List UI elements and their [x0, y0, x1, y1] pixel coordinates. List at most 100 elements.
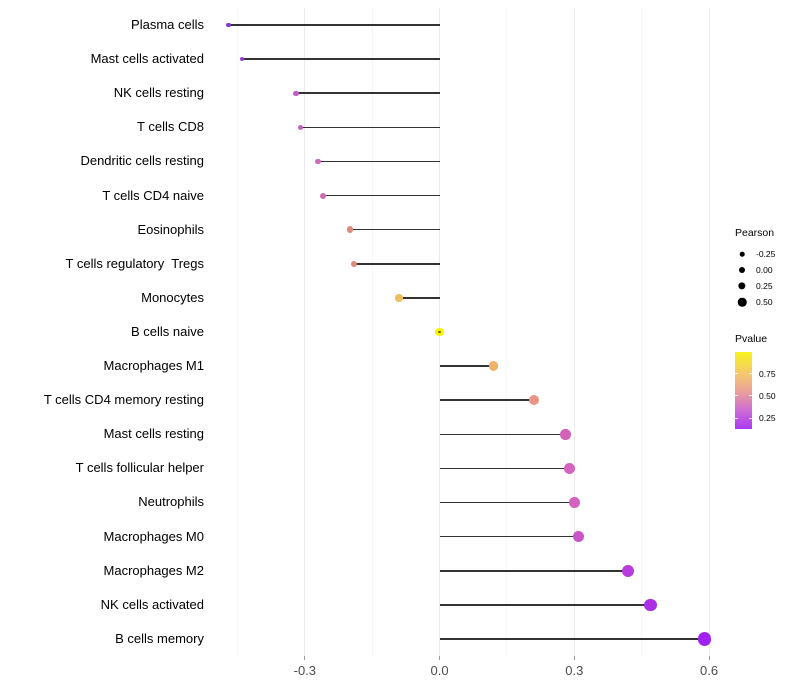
major-gridline [304, 8, 306, 656]
data-point [297, 124, 304, 131]
colorbar-tick [749, 417, 752, 419]
stem-line [349, 228, 440, 231]
size-legend-dot-box [735, 279, 749, 293]
x-axis-tick [573, 656, 575, 660]
size-legend-label: -0.25 [756, 249, 776, 259]
data-point [568, 497, 580, 508]
stem-line [399, 297, 440, 299]
category-label: NK cells activated [100, 596, 204, 612]
stem-line [439, 501, 575, 504]
category-label: Macrophages M0 [103, 528, 204, 544]
category-label: NK cells resting [113, 85, 204, 101]
data-point [239, 56, 245, 62]
size-legend-entry: 0.50 [735, 294, 799, 310]
size-legend: -0.25 0.00 0.25 0.50 [735, 246, 799, 310]
pvalue-colorbar: 0.75 0.50 0.25 [735, 352, 792, 429]
data-point [622, 564, 635, 577]
stem-line [439, 433, 566, 436]
x-axis-tick [439, 656, 441, 660]
size-legend-dot [737, 297, 747, 307]
category-label: B cells naive [131, 323, 204, 339]
minor-gridline [236, 8, 238, 656]
stem-line [439, 569, 629, 572]
stem-line [354, 262, 440, 265]
colorbar-tick [735, 417, 738, 419]
category-label: Monocytes [141, 289, 204, 305]
colorbar-tick [749, 373, 752, 375]
colorbar-tick-label: 0.75 [759, 368, 776, 379]
data-point [564, 463, 576, 474]
data-point [573, 531, 585, 543]
stem-line [439, 535, 579, 538]
minor-gridline [506, 8, 508, 656]
data-point [559, 428, 571, 440]
category-label: T cells regulatory Tregs [65, 255, 204, 271]
stem-line [300, 126, 440, 129]
category-label: T cells CD4 naive [102, 187, 204, 203]
x-tick-label: -0.3 [293, 663, 317, 678]
size-legend-label: 0.25 [756, 281, 773, 291]
size-legend-entry: 0.25 [735, 278, 799, 294]
minor-gridline [641, 8, 643, 656]
major-gridline [573, 8, 575, 656]
category-label: Eosinophils [137, 221, 205, 237]
minor-gridline [371, 8, 373, 656]
size-legend-dot-box [735, 295, 749, 309]
colorbar-tick [749, 395, 752, 397]
stem-line [439, 365, 494, 367]
data-point [319, 192, 326, 199]
category-label: T cells CD4 memory resting [43, 392, 204, 408]
category-label: Dendritic cells resting [80, 153, 204, 169]
category-label: Macrophages M1 [103, 358, 204, 374]
legend: Pearson -0.25 0.00 0.25 0.50 Pvalue 0.75 0.5… [735, 226, 799, 429]
size-legend-label: 0.00 [756, 265, 773, 275]
category-label: Mast cells resting [103, 426, 204, 442]
data-point [395, 294, 403, 302]
data-point [644, 598, 657, 611]
stem-line [322, 194, 440, 197]
data-point [293, 90, 299, 96]
size-legend-entry: -0.25 [735, 246, 799, 262]
major-gridline [708, 8, 710, 656]
stem-line [439, 399, 534, 401]
size-legend-dot-box [735, 247, 749, 261]
data-point [350, 260, 358, 268]
size-legend-title: Pearson [735, 227, 775, 239]
colorbar-tick [735, 373, 738, 375]
size-legend-dot [738, 282, 746, 290]
size-legend-dot-box [735, 263, 749, 277]
data-point [346, 226, 353, 233]
data-point-center [438, 330, 441, 334]
x-tick-label: 0.6 [699, 663, 719, 678]
color-legend-title: Pvalue [735, 333, 768, 345]
size-legend-dot [739, 267, 745, 273]
stem-line [241, 58, 440, 60]
x-axis-tick [708, 656, 710, 660]
pvalue-gradient-bar [735, 352, 752, 429]
category-label: Macrophages M2 [103, 562, 204, 578]
stem-line [228, 24, 440, 26]
colorbar-tick-label: 0.50 [759, 390, 776, 401]
category-label: T cells follicular helper [75, 460, 204, 476]
plot-panel [215, 8, 727, 656]
category-label: B cells memory [115, 630, 204, 646]
size-legend-dot [739, 251, 745, 257]
data-point [528, 395, 539, 406]
category-label: Plasma cells [131, 17, 204, 32]
x-axis-tick [304, 656, 306, 660]
colorbar-tick [735, 395, 738, 397]
stem-line [439, 638, 705, 640]
category-label: Neutrophils [138, 494, 204, 510]
stem-line [318, 160, 440, 163]
x-tick-label: 0.0 [430, 663, 449, 678]
category-label: Mast cells activated [90, 51, 204, 67]
category-label: T cells CD8 [137, 119, 204, 135]
stem-line [439, 467, 570, 470]
stem-line [439, 604, 651, 606]
data-point [315, 158, 322, 165]
colorbar-tick-label: 0.25 [759, 413, 776, 424]
x-tick-label: 0.3 [565, 663, 584, 678]
data-point [488, 361, 499, 371]
size-legend-entry: 0.00 [735, 262, 799, 278]
